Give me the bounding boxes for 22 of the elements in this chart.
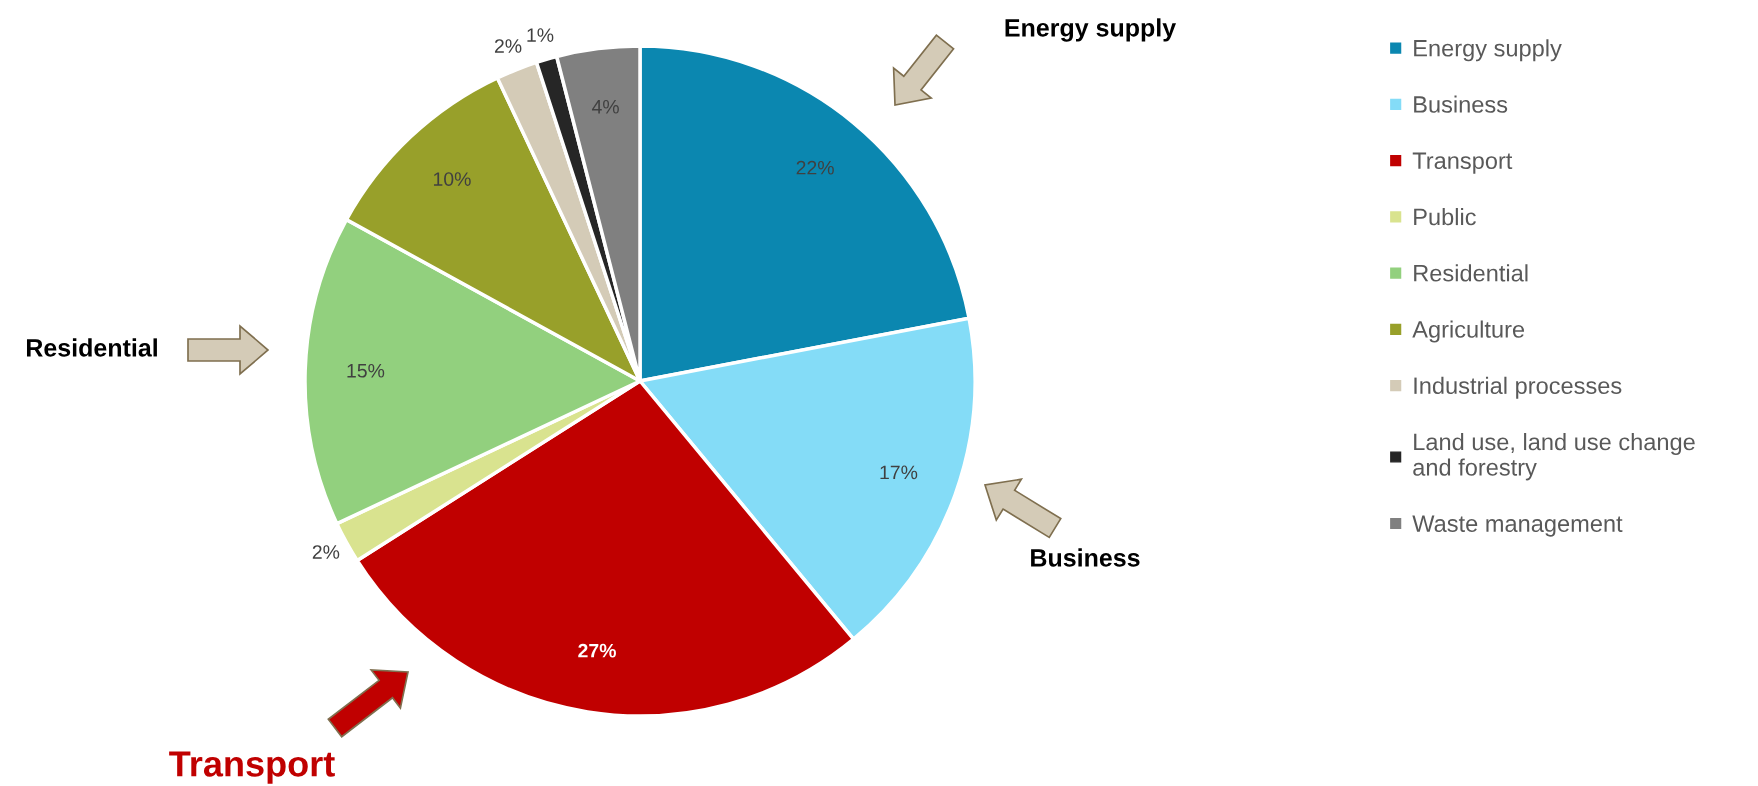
text: Transport	[169, 751, 335, 784]
legend-label: Transport	[1412, 152, 1513, 174]
legend-label: Public	[1414, 207, 1476, 226]
data-label: 4%	[591, 100, 619, 114]
data-label: 10%	[433, 172, 471, 186]
legend-label: Waste management	[1412, 515, 1623, 537]
legend-label: Residential	[1414, 264, 1528, 282]
data-label: 1%	[527, 28, 554, 42]
legend-label: Land use, land use change and forestry	[1413, 432, 1695, 481]
data-label: 2%	[494, 39, 522, 53]
legend-label: Industrial processes	[1414, 376, 1622, 399]
text: Energy supply	[1005, 18, 1176, 42]
data-label: 17%	[880, 465, 918, 480]
data-label: 15%	[347, 363, 385, 378]
data-label: 27%	[578, 643, 616, 658]
legend-label: Energy supply	[1414, 39, 1562, 62]
data-label: 22%	[796, 160, 834, 175]
text: Residential	[26, 338, 157, 357]
legend-label: Business	[1414, 95, 1508, 113]
data-label: 2%	[312, 545, 340, 559]
text: Business	[1031, 548, 1140, 567]
legend-label: Agriculture	[1412, 320, 1525, 343]
